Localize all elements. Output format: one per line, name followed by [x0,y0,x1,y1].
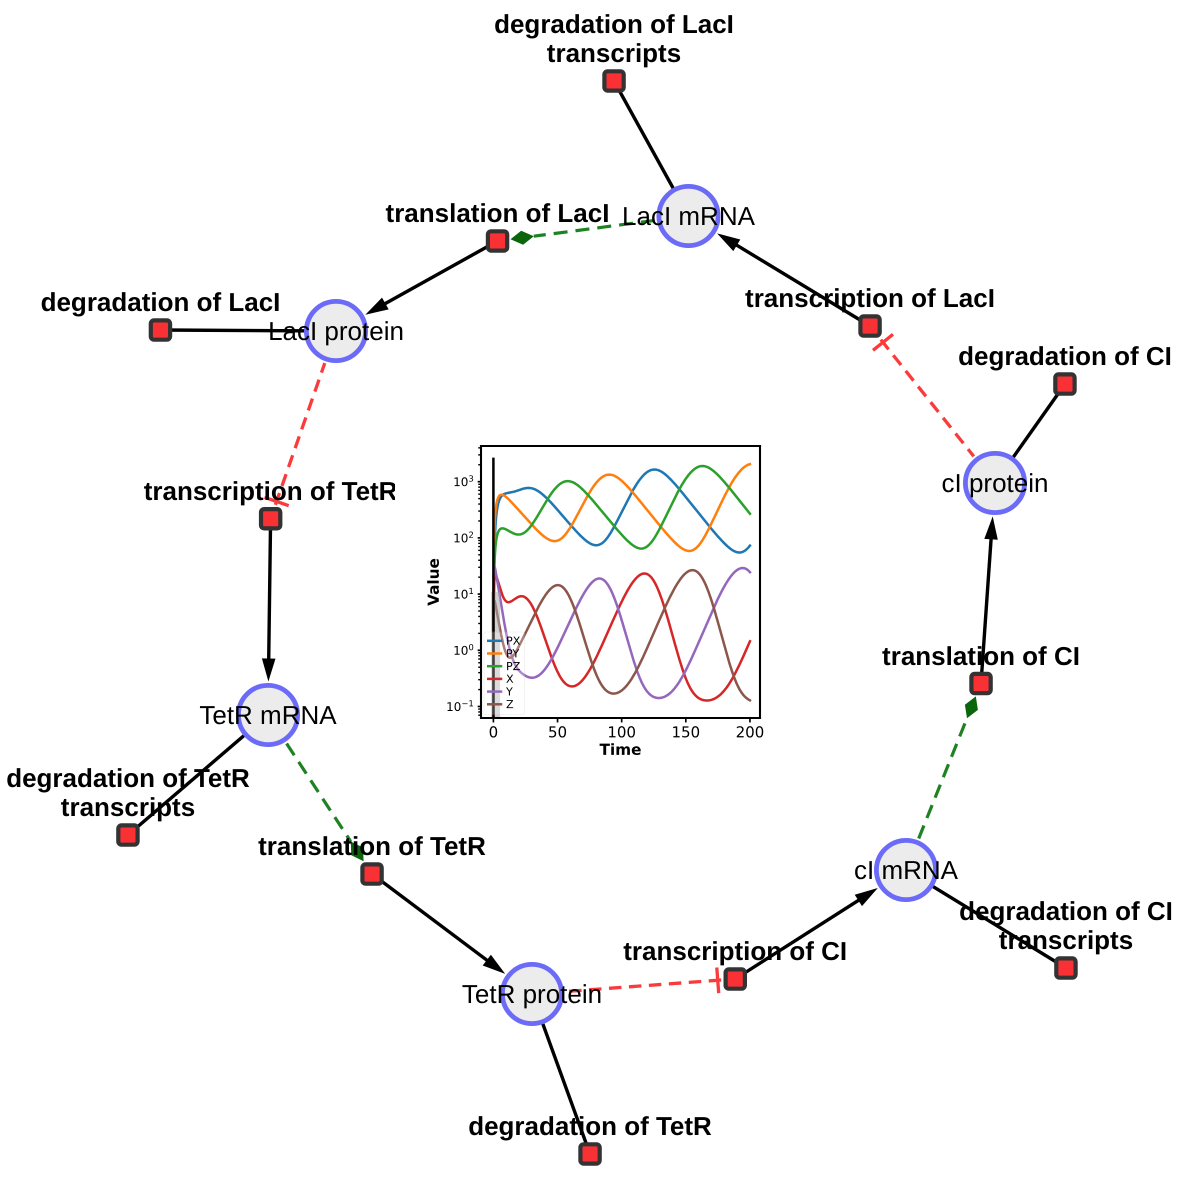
svg-text:LacI mRNA: LacI mRNA [622,201,756,231]
svg-text:LacI protein: LacI protein [268,316,404,346]
svg-text:degradation of LacI: degradation of LacI [41,287,281,317]
svg-text:transcripts: transcripts [61,792,195,822]
svg-text:TetR mRNA: TetR mRNA [199,700,337,730]
svg-text:degradation of CI: degradation of CI [958,341,1172,371]
svg-text:translation of LacI: translation of LacI [386,198,610,228]
svg-text:translation of TetR: translation of TetR [258,831,486,861]
svg-text:transcription of TetR: transcription of TetR [144,476,398,506]
svg-text:degradation of LacI: degradation of LacI [494,9,734,39]
svg-text:TetR protein: TetR protein [462,979,602,1009]
svg-text:transcripts: transcripts [547,38,681,68]
svg-text:cI protein: cI protein [942,468,1049,498]
svg-text:transcription of LacI: transcription of LacI [745,283,995,313]
svg-text:transcription of CI: transcription of CI [623,936,847,966]
svg-text:degradation of CI: degradation of CI [959,896,1173,926]
svg-text:transcripts: transcripts [999,925,1133,955]
svg-text:cI mRNA: cI mRNA [854,855,959,885]
svg-text:degradation of TetR: degradation of TetR [468,1111,712,1141]
svg-text:translation of CI: translation of CI [882,641,1080,671]
svg-text:degradation of TetR: degradation of TetR [6,763,250,793]
